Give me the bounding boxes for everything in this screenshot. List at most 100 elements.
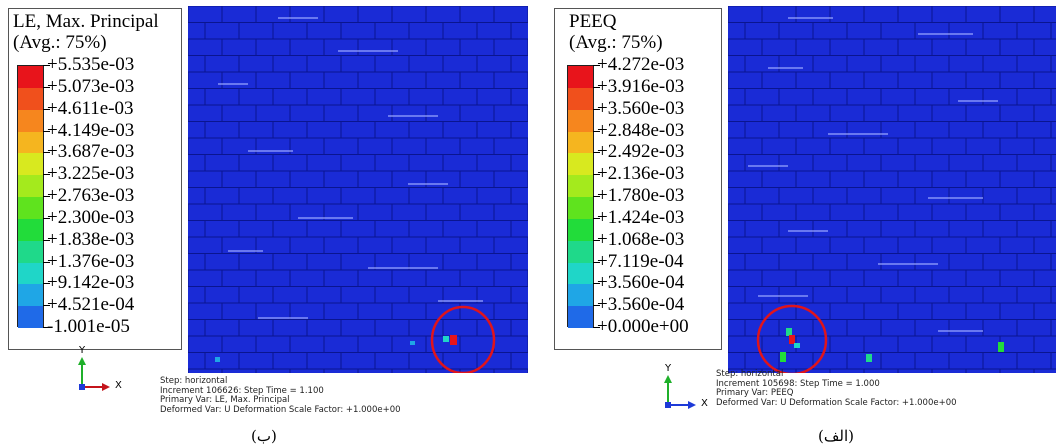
legend-value-label: +3.225e-03 [47,163,135,185]
legend-tick [593,196,600,197]
legend-tick [43,152,50,154]
legend-value-label: +4.149e-03 [47,119,135,141]
legend-tick [43,108,50,110]
deformed-var-line-b: Deformed Var: U Deformation Scale Factor… [160,404,401,415]
legend-value-label: +3.687e-03 [47,141,135,163]
panel-b: LE, Max. Principal (Avg.: 75%) +5.535e-0… [0,0,528,448]
color-bar-segment [568,87,593,111]
legend-tick [593,152,600,154]
step-line-b: Step: horizontal [160,376,228,386]
legend-tick [593,239,600,241]
color-bar-b [17,65,44,329]
legend-value-label: +2.492e-03 [597,141,685,163]
mesh-hotspot [786,328,792,336]
legend-value-label: +2.848e-03 [597,119,685,141]
increment-line-alef: Increment 105698: Step Time = 1.000 [716,378,880,389]
caption-alef: (الف) [818,427,854,445]
color-bar-segment [18,218,43,242]
legend-value-label: +2.136e-03 [597,163,685,185]
mesh-hotspot [866,354,872,362]
color-bar-segment [18,109,43,132]
color-bar-segment [568,109,593,132]
color-bar-segment [568,197,593,220]
color-bar-segment [18,175,43,198]
legend-value-label: +3.560e-03 [597,97,685,119]
mesh-hotspot [450,335,457,345]
legend-tick [43,239,50,241]
color-bar-segment [18,87,43,111]
color-bar-alef [567,65,594,329]
step-info-alef: Step: horizontal Increment 105698: Step … [716,369,957,408]
legend-value-label: +4.611e-03 [47,97,134,119]
legend-subtitle-b: (Avg.: 75%) [13,32,107,53]
mesh-plot-b [188,6,528,373]
legend-tick [593,108,600,110]
legend-value-label: +3.560e-04 [597,272,685,294]
legend-value-label: -1.001e-05 [47,316,130,337]
mesh-hotspot [443,336,449,342]
color-bar-segment [18,197,43,220]
legend-value-label: +1.424e-03 [597,206,685,228]
legend-tick [43,327,50,328]
legend-tick [43,174,50,176]
legend-tick [593,86,600,88]
color-bar-segment [568,240,593,263]
color-bar-segment [18,284,43,307]
increment-line-b: Increment 106626: Step Time = 1.100 [160,385,324,396]
color-bar-segment [18,66,43,89]
color-bar-segment [568,131,593,154]
legend-tick [593,283,600,285]
legend-subtitle-alef: (Avg.: 75%) [569,32,663,53]
color-bar-segment [568,66,593,89]
triad-x-label-alef: X [701,398,708,409]
mesh-hotspot [998,342,1004,352]
legend-tick [43,283,50,285]
legend-value-label: +1.068e-03 [597,228,685,250]
legend-tick [43,217,50,219]
axis-triad-alef: Y X [656,363,716,410]
legend-value-label: +7.119e-04 [597,250,684,272]
highlight-circle [756,304,828,373]
color-bar-segment [568,262,593,285]
caption-b: (ب) [251,427,277,445]
color-bar-segment [18,240,43,263]
legend-value-label: +4.272e-03 [597,54,685,75]
color-bar-segment [568,218,593,242]
mesh-hotspot [410,341,415,345]
panel-alef: PEEQ (Avg.: 75%) +4.272e-03 +3.916e-03 +3.… [528,0,1056,448]
legend-value-label: +3.916e-03 [597,75,685,97]
legend-tick [593,305,600,307]
color-bar-segment [18,262,43,285]
primary-var-line-b: Primary Var: LE, Max. Principal [160,395,290,405]
legend-value-label: +2.763e-03 [47,185,135,206]
legend-value-label: +0.000e+00 [597,316,689,337]
legend-box-alef: PEEQ (Avg.: 75%) +4.272e-03 +3.916e-03 +3.… [554,8,722,350]
legend-tick [43,196,50,197]
legend-tick [593,130,600,132]
legend-tick [43,130,50,132]
color-bar-segment [568,153,593,176]
legend-value-label: +1.780e-03 [597,185,685,206]
legend-value-label: +3.560e-04 [597,294,685,316]
legend-tick [43,261,50,263]
legend-value-label: +1.376e-03 [47,250,135,272]
legend-value-label: +5.535e-03 [47,54,135,75]
legend-box-b: LE, Max. Principal (Avg.: 75%) +5.535e-0… [8,8,182,350]
legend-value-label: +4.521e-04 [47,294,135,316]
triad-y-label-alef: Y [665,363,672,374]
triad-x-label-b: X [115,380,122,391]
highlight-circle [430,305,496,373]
axis-triad-b: Y X [68,345,128,392]
mesh-plot-alef [728,6,1056,373]
legend-tick [593,217,600,219]
legend-value-label: +9.142e-03 [47,272,135,294]
mesh-hotspot [789,335,795,344]
mesh-hotspot [794,343,800,348]
color-bar-segment [18,306,43,329]
color-bar-segment [568,175,593,198]
legend-tick [43,65,50,66]
legend-tick [593,65,600,66]
legend-tick [43,86,50,88]
legend-value-label: +1.838e-03 [47,228,135,250]
legend-tick [43,305,50,307]
